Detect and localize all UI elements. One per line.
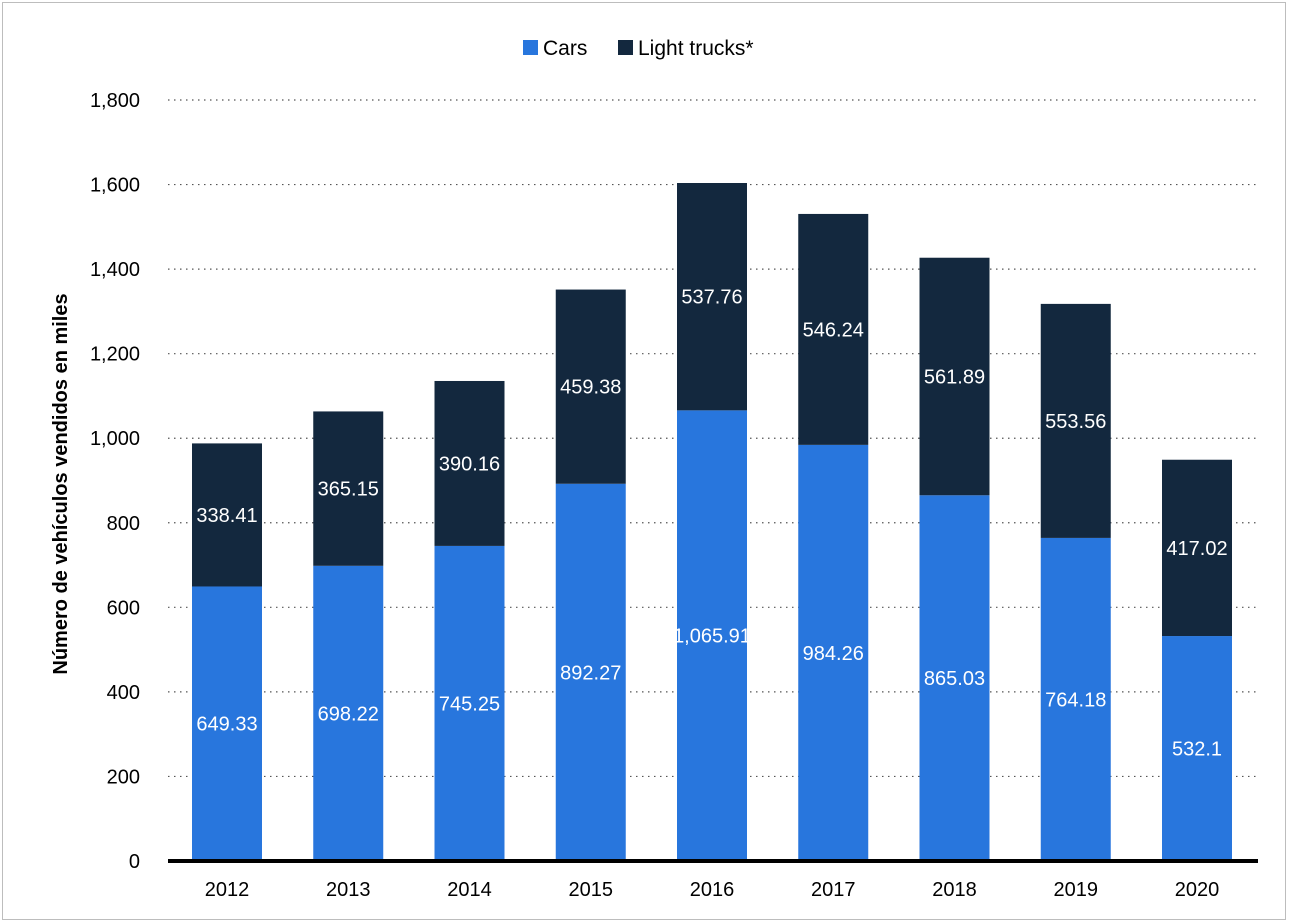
data-label: 1,065.91 (673, 626, 751, 648)
y-tick-label: 200 (107, 766, 140, 788)
x-tick-label: 2016 (690, 879, 735, 901)
data-label: 390.16 (439, 453, 500, 475)
x-tick-label: 2015 (569, 879, 614, 901)
x-axis-ticks: 2012 2013 2014 2015 2016 2017 2018 2019 2020 (205, 879, 1220, 901)
data-label: 553.56 (1045, 411, 1106, 433)
bar-light-trucks-2017 (798, 213, 869, 445)
bar-cars-2018 (919, 495, 990, 861)
data-label: 698.22 (318, 703, 379, 725)
x-tick-label: 2020 (1175, 879, 1220, 901)
legend-label: Light trucks* (638, 37, 754, 60)
y-tick-label: 1,600 (90, 175, 140, 197)
bar-cars-2016 (677, 410, 747, 861)
x-tick-label: 2018 (932, 879, 977, 901)
x-tick-label: 2017 (811, 879, 856, 901)
y-tick-label: 600 (107, 597, 140, 619)
bar-light-trucks-2020 (1162, 459, 1232, 637)
bar-light-trucks-2016 (677, 183, 747, 411)
y-tick-label: 1,400 (90, 259, 140, 281)
legend: Cars Light trucks* (523, 37, 754, 60)
bar-cars-2014 (434, 545, 505, 861)
data-label: 459.38 (560, 377, 621, 399)
bars (192, 183, 1232, 861)
bar-light-trucks-2019 (1040, 303, 1111, 538)
y-tick-label: 400 (107, 682, 140, 704)
x-tick-label: 2019 (1054, 879, 1099, 901)
bar-cars-2012 (192, 586, 262, 861)
data-label: 365.15 (318, 479, 379, 501)
y-tick-label: 1,000 (90, 428, 140, 450)
bar-cars-2020 (1162, 636, 1232, 861)
data-label: 546.24 (803, 319, 864, 341)
data-label: 561.89 (924, 367, 985, 389)
legend-label: Cars (543, 37, 587, 60)
bar-light-trucks-2015 (555, 289, 626, 484)
data-label: 984.26 (803, 643, 864, 665)
legend-swatch (523, 40, 538, 55)
x-tick-label: 2012 (205, 879, 250, 901)
data-label: 532.1 (1172, 739, 1222, 761)
bar-light-trucks-2018 (919, 257, 990, 496)
x-tick-label: 2014 (447, 879, 492, 901)
bar-light-trucks-2013 (313, 411, 384, 566)
data-label: 537.76 (681, 287, 742, 309)
data-labels: 649.33 338.41 698.22 365.15 745.25 390.16 892.… (196, 287, 1227, 761)
bar-light-trucks-2012 (192, 443, 262, 587)
bar-cars-2019 (1040, 537, 1111, 861)
data-label: 892.27 (560, 662, 621, 684)
y-tick-label: 0 (129, 851, 140, 873)
data-label: 745.25 (439, 693, 500, 715)
data-label: 865.03 (924, 668, 985, 690)
stacked-bar-chart: Cars Light trucks* 0 200 400 600 800 1,000 1,20… (50, 37, 1258, 901)
legend-swatch (618, 40, 633, 55)
y-tick-label: 1,200 (90, 344, 140, 366)
data-label: 338.41 (196, 505, 257, 527)
bar-cars-2015 (555, 483, 626, 861)
bar-light-trucks-2014 (434, 380, 505, 546)
y-axis-ticks: 0 200 400 600 800 1,000 1,200 1,400 1,600 1,800 (90, 90, 140, 873)
data-label: 764.18 (1045, 689, 1106, 711)
y-tick-label: 800 (107, 513, 140, 535)
y-axis-label: Número de vehículos vendidos en miles (50, 293, 72, 674)
data-label: 417.02 (1166, 538, 1227, 560)
data-label: 649.33 (196, 714, 257, 736)
bar-cars-2017 (798, 444, 869, 861)
x-tick-label: 2013 (326, 879, 371, 901)
y-tick-label: 1,800 (90, 90, 140, 112)
bar-cars-2013 (313, 565, 384, 861)
